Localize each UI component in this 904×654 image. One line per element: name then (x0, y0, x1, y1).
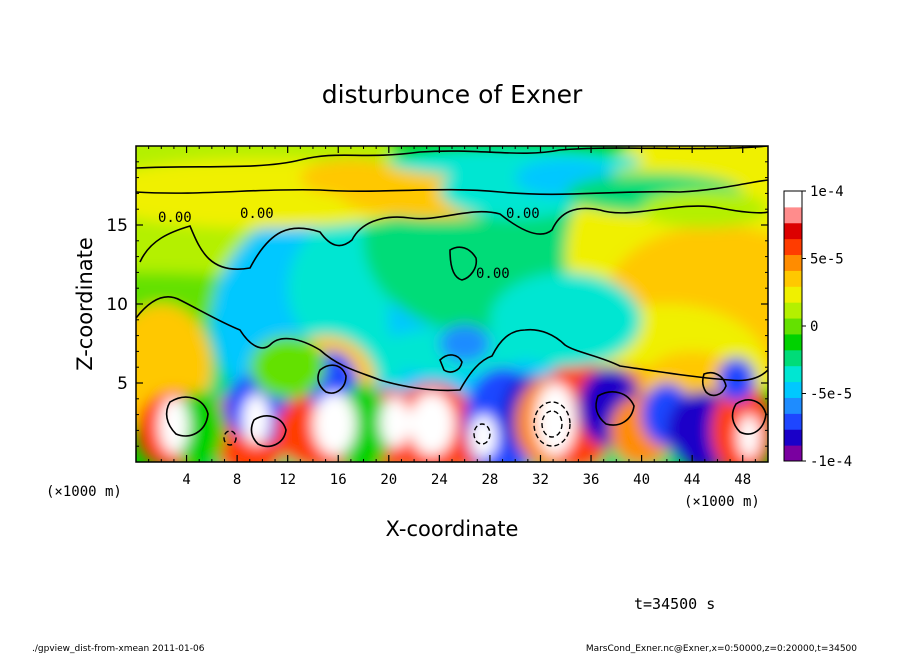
contour-label: 0.00 (476, 266, 510, 282)
field-blob-white (535, 383, 576, 456)
colorbar-segment (784, 238, 802, 256)
x-tick-label: 40 (633, 472, 650, 488)
negative-contour (533, 401, 571, 447)
colorbar-tick-label: -1e-4 (810, 454, 852, 470)
contour-lines (136, 146, 768, 448)
colorbar-segment (784, 302, 802, 319)
field-blob-white (409, 392, 455, 456)
time-label: t=34500 s (634, 595, 715, 613)
x-tick-label: 32 (532, 472, 549, 488)
field-blob (641, 190, 768, 229)
footer-right: MarsCond_Exner.nc@Exner,x=0:50000,z=0:20… (586, 644, 857, 654)
colorbar-tick-label: 5e-5 (810, 252, 844, 268)
x-tick-label: 4 (182, 472, 190, 488)
contour-label: 0.00 (506, 206, 540, 222)
colorbar-tick-label: 1e-4 (810, 184, 844, 200)
field-blob (173, 390, 225, 462)
field-blob-white (158, 397, 190, 455)
y-tick-label: 10 (106, 295, 128, 315)
x-tick-label: 16 (330, 472, 347, 488)
y-axis: 5 10 15 (106, 161, 768, 447)
x-tick-label: 48 (734, 472, 751, 488)
field-blob-white (312, 392, 356, 456)
colorbar-segment (784, 191, 802, 208)
x-tick-label: 12 (279, 472, 296, 488)
negative-contour (541, 410, 563, 438)
colorbar-segment (784, 222, 802, 240)
field-blob-white (379, 397, 411, 448)
negative-contour (223, 430, 237, 446)
x-tick-label: 44 (684, 472, 701, 488)
colorbar-segment (784, 286, 802, 303)
colorbar-segment (784, 349, 802, 367)
x-tick-label: 36 (583, 472, 600, 488)
y-unit-label: (×1000 m) (46, 484, 122, 500)
field-blob-white (737, 414, 761, 459)
contour-label: 0.00 (240, 206, 274, 222)
x-tick-label: 28 (481, 472, 498, 488)
x-axis-label: X-coordinate (386, 517, 519, 541)
chart-title: disturbunce of Exner (322, 80, 583, 109)
colorbar-segment (784, 429, 802, 446)
contour-label-group: 0.00 0.00 0.00 0.00 (158, 206, 540, 282)
y-axis-label: Z-coordinate (73, 237, 97, 371)
colorbar-segment (784, 381, 802, 398)
x-tick-label: 20 (380, 472, 397, 488)
x-unit-label: (×1000 m) (684, 494, 760, 510)
colorbar-segment (784, 445, 802, 462)
colorbar-segment (784, 206, 802, 224)
y-tick-label: 5 (117, 374, 128, 394)
field-blob (439, 324, 490, 363)
colorbar-segment (784, 413, 802, 430)
colorbar-tick-label: -5e-5 (810, 387, 852, 403)
dashed-contours (223, 401, 571, 447)
colorbar-segment (784, 365, 802, 383)
x-tick-label: 24 (431, 472, 448, 488)
field-blob (489, 272, 642, 368)
colorbar-segment (784, 318, 802, 335)
contour-label: 0.00 (158, 210, 192, 226)
colorbar-tick-label: 0 (810, 319, 818, 335)
x-axis: 4 8 12 16 20 24 28 32 36 40 44 48 (148, 146, 756, 488)
colorbar-segment (784, 270, 802, 287)
plot-area: 0.00 0.00 0.00 0.00 (136, 146, 768, 462)
footer-left: ./gpview_dist-from-xmean 2011-01-06 (32, 644, 205, 654)
negative-contour (473, 423, 491, 445)
colorbar-segment (784, 397, 802, 414)
y-tick-label: 15 (106, 216, 128, 236)
colorbar-segment (784, 254, 802, 271)
field-blob (249, 335, 326, 399)
colorbar-segment (784, 333, 802, 351)
colorbar: 1e-4 5e-5 0 -5e-5 -1e-4 (783, 184, 852, 470)
x-tick-label: 8 (233, 472, 241, 488)
